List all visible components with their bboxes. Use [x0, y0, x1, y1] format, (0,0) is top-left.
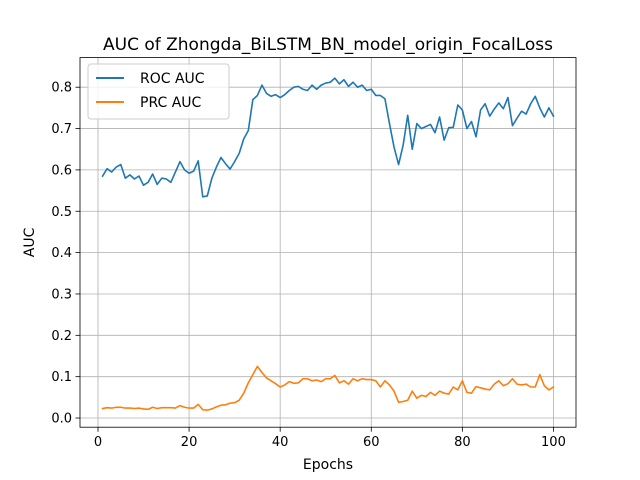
chart-title: AUC of Zhongda_BiLSTM_BN_model_origin_Fo… [103, 35, 553, 55]
series-line-roc-auc [101, 77, 555, 198]
y-tick-label: 0.1 [51, 370, 72, 385]
legend: ROC AUC PRC AUC [87, 63, 230, 120]
y-tick-label: 0.8 [51, 81, 72, 96]
y-tick-label: 0.4 [51, 246, 72, 261]
y-tick-label: 0.5 [51, 205, 72, 220]
x-axis-title: Epochs [303, 457, 353, 473]
y-tick-label: 0.0 [51, 412, 72, 427]
x-tick-label: 100 [541, 435, 566, 450]
y-tick-label: 0.7 [51, 122, 72, 137]
y-tick-label: 0.6 [51, 163, 72, 178]
x-tick-label: 40 [272, 435, 289, 450]
y-tick-label: 0.2 [51, 329, 72, 344]
x-tick-label: 60 [363, 435, 380, 450]
grid [80, 57, 576, 428]
legend-label-prc-auc: PRC AUC [140, 95, 202, 111]
plot-frame [79, 57, 577, 428]
series-line-prc-auc [101, 365, 555, 411]
legend-label-roc-auc: ROC AUC [140, 71, 205, 87]
y-axis-title: AUC [22, 227, 38, 257]
x-tick-label: 80 [454, 435, 471, 450]
axis-ticks: 0 20 40 60 80 100 0.0 0.1 0.2 0.3 0.4 0.5 0.6 0.7 0.8 [51, 81, 566, 450]
x-tick-label: 0 [94, 435, 102, 450]
series-lines [101, 77, 555, 411]
x-tick-label: 20 [181, 435, 198, 450]
y-tick-label: 0.3 [51, 287, 72, 302]
